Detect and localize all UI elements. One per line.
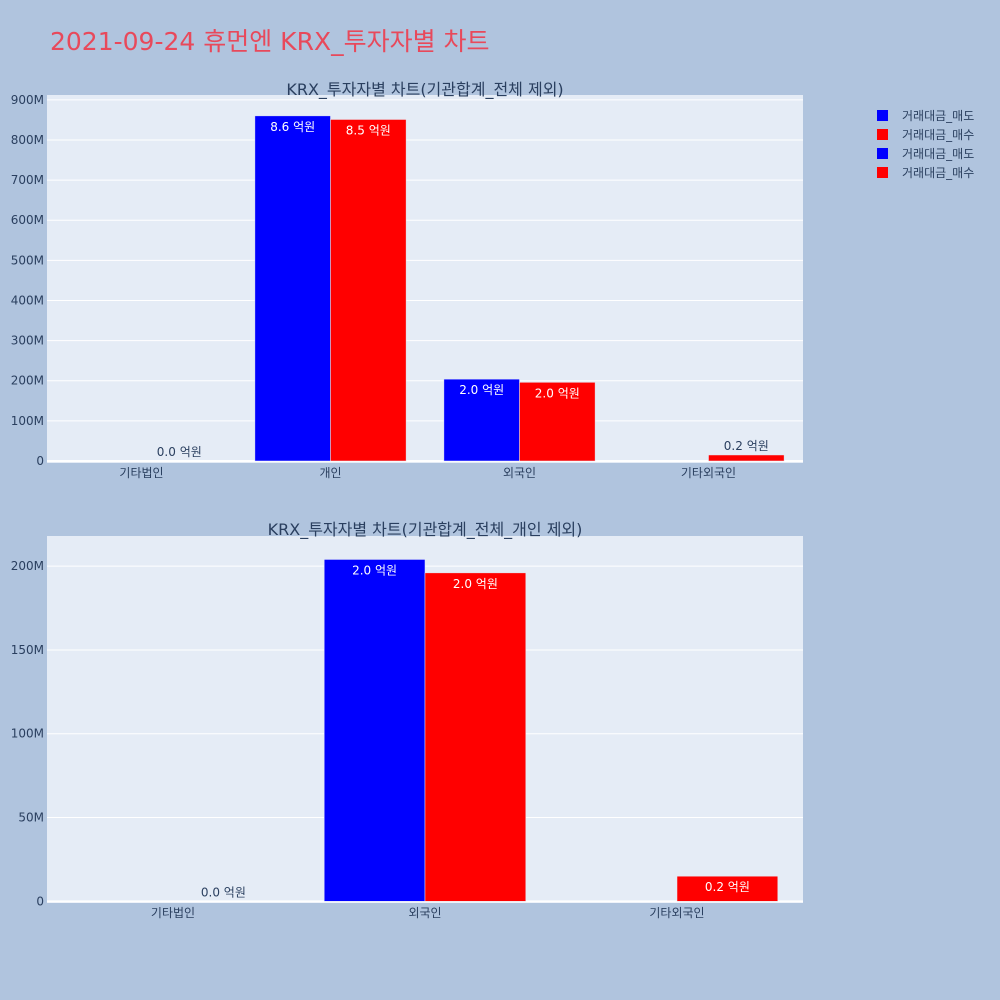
main-title: 2021-09-24 휴먼엔 KRX_투자자별 차트: [50, 27, 490, 56]
data-label: 2.0 억원: [459, 383, 504, 397]
x-tick-label: 기타법인: [151, 906, 195, 920]
bar: [330, 119, 407, 462]
bar: [676, 875, 779, 902]
x-tick-label: 기타법인: [119, 466, 163, 480]
chart-title: KRX_투자자별 차트(기관합계_전체_개인 제외): [268, 520, 583, 540]
y-tick-label: 600M: [11, 213, 44, 227]
y-tick-label: 100M: [11, 414, 44, 428]
data-label: 8.6 억원: [270, 120, 315, 134]
plot-area: [47, 95, 803, 463]
y-tick-label: 100M: [11, 727, 44, 741]
legend-item: 거래대금_매도: [902, 147, 974, 161]
legend-item: 거래대금_매도: [902, 109, 974, 123]
bar: [424, 572, 527, 902]
legend-item: 거래대금_매수: [902, 128, 974, 142]
legend-swatch: [877, 148, 888, 159]
y-tick-label: 400M: [11, 293, 44, 307]
legend-swatch: [877, 110, 888, 121]
y-tick-label: 700M: [11, 173, 44, 187]
y-tick-label: 500M: [11, 253, 44, 267]
x-tick-label: 기타외국인: [649, 906, 704, 920]
data-label: 0.2 억원: [724, 439, 769, 453]
bar: [254, 115, 331, 462]
x-tick-label: 외국인: [503, 466, 536, 480]
y-tick-label: 0: [36, 894, 44, 908]
data-label: 0.2 억원: [705, 880, 750, 894]
y-tick-label: 200M: [11, 559, 44, 573]
chart-top: 0 100M 200M 300M 400M 500M 600M 700M 800M 900M 기타법…: [11, 80, 803, 480]
legend-swatch: [877, 129, 888, 140]
data-label: 2.0 억원: [535, 386, 580, 400]
legend-swatch: [877, 167, 888, 178]
y-tick-label: 300M: [11, 334, 44, 348]
bar: [519, 382, 596, 462]
bar: [443, 378, 520, 462]
y-tick-label: 200M: [11, 374, 44, 388]
y-tick-label: 0: [36, 454, 44, 468]
data-label: 0.0 억원: [201, 885, 246, 899]
y-tick-label: 50M: [18, 811, 44, 825]
bar: [323, 559, 426, 902]
x-tick-label: 외국인: [408, 906, 441, 920]
data-label: 0.0 억원: [157, 445, 202, 459]
x-tick-label: 기타외국인: [681, 466, 736, 480]
data-label: 2.0 억원: [352, 563, 397, 577]
y-tick-label: 800M: [11, 133, 44, 147]
chart-title: KRX_투자자별 차트(기관합계_전체 제외): [286, 80, 563, 100]
y-tick-label: 150M: [11, 643, 44, 657]
data-label: 8.5 억원: [346, 123, 391, 137]
bar: [708, 454, 785, 462]
data-label: 2.0 억원: [453, 577, 498, 591]
x-tick-label: 개인: [319, 466, 341, 480]
legend-item: 거래대금_매수: [902, 166, 974, 180]
y-tick-label: 900M: [11, 93, 44, 107]
